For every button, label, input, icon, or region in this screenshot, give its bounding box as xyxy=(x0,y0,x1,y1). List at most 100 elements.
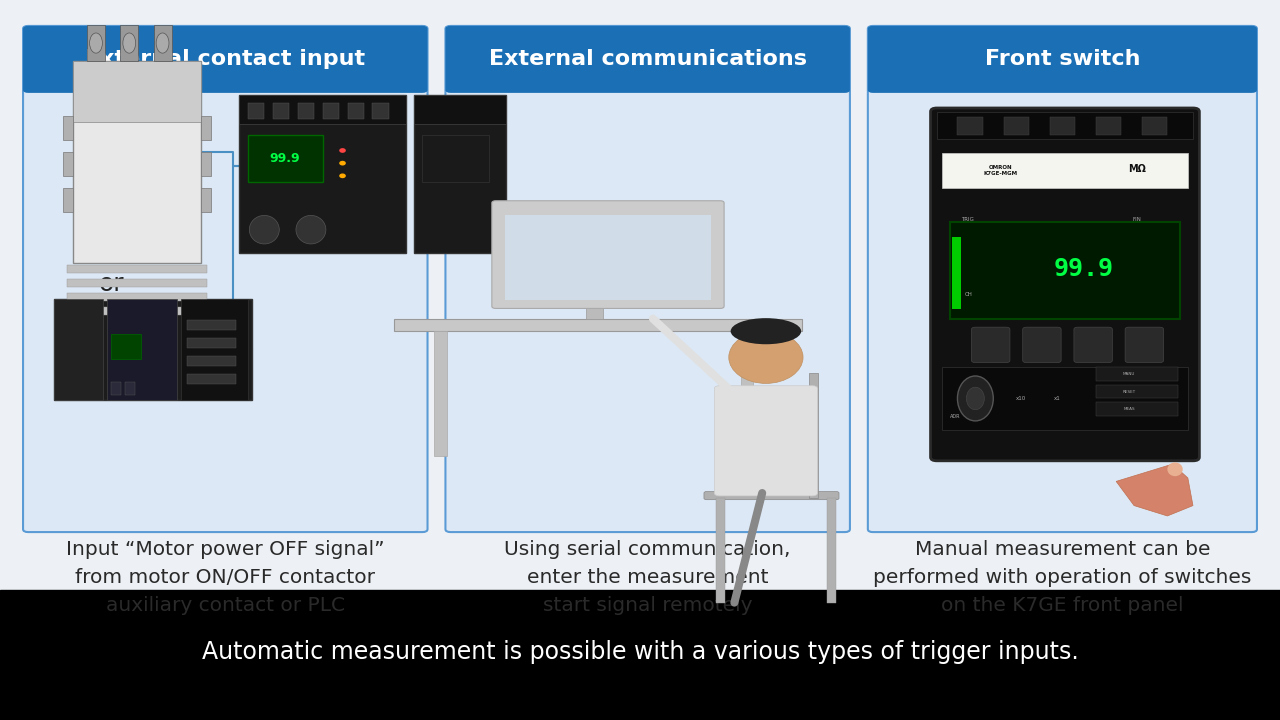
Text: Front switch: Front switch xyxy=(984,50,1140,69)
Text: MEAS: MEAS xyxy=(1123,407,1135,411)
Bar xyxy=(415,95,506,124)
FancyBboxPatch shape xyxy=(492,201,724,308)
Ellipse shape xyxy=(339,148,346,153)
Bar xyxy=(248,103,265,119)
Bar xyxy=(950,222,1180,319)
Bar xyxy=(394,319,801,331)
Text: Automatic measurement is possible with a various types of trigger inputs.: Automatic measurement is possible with a… xyxy=(202,639,1078,664)
FancyBboxPatch shape xyxy=(23,26,428,93)
Bar xyxy=(28,29,422,90)
Bar xyxy=(348,103,365,119)
Bar xyxy=(942,153,1188,188)
Bar xyxy=(54,299,104,400)
Bar xyxy=(201,152,211,176)
FancyBboxPatch shape xyxy=(445,26,850,93)
Ellipse shape xyxy=(156,33,169,53)
Bar xyxy=(67,293,207,301)
Bar xyxy=(298,103,315,119)
Text: Input “Motor power OFF signal”
from motor ON/OFF contactor
auxiliary contact or : Input “Motor power OFF signal” from moto… xyxy=(67,540,384,615)
Bar xyxy=(120,25,138,61)
Bar xyxy=(239,95,406,253)
Ellipse shape xyxy=(966,387,984,410)
Bar xyxy=(1096,402,1178,415)
Bar xyxy=(67,265,207,273)
Ellipse shape xyxy=(731,318,801,344)
Bar xyxy=(422,135,489,182)
Text: 99.9: 99.9 xyxy=(1053,256,1114,281)
Ellipse shape xyxy=(339,161,346,166)
Ellipse shape xyxy=(90,33,102,53)
Bar xyxy=(1096,384,1178,398)
FancyBboxPatch shape xyxy=(868,26,1257,532)
Bar xyxy=(63,116,73,140)
Bar xyxy=(187,356,237,366)
Bar xyxy=(451,29,845,90)
Text: External contact input: External contact input xyxy=(86,50,365,69)
Bar xyxy=(585,306,603,319)
Bar xyxy=(1142,117,1167,135)
Bar xyxy=(952,237,961,310)
Text: TRIG: TRIG xyxy=(961,217,974,222)
Text: OMRON
K7GE-MGM: OMRON K7GE-MGM xyxy=(984,165,1018,176)
Ellipse shape xyxy=(250,215,279,244)
Text: x10: x10 xyxy=(1016,396,1027,401)
Bar xyxy=(187,374,237,384)
Ellipse shape xyxy=(957,376,993,421)
Ellipse shape xyxy=(123,33,136,53)
Bar xyxy=(54,299,252,400)
Text: 99.9: 99.9 xyxy=(270,152,301,165)
Text: External communications: External communications xyxy=(489,50,806,69)
FancyBboxPatch shape xyxy=(1074,327,1112,363)
Bar xyxy=(323,103,339,119)
Ellipse shape xyxy=(728,331,803,383)
Bar xyxy=(73,61,201,122)
Bar xyxy=(73,61,201,263)
Ellipse shape xyxy=(1167,462,1183,476)
Bar xyxy=(809,373,818,498)
Bar xyxy=(239,95,406,124)
Bar xyxy=(187,320,237,330)
Bar xyxy=(415,95,506,253)
Text: Manual measurement can be
performed with operation of switches
on the K7GE front: Manual measurement can be performed with… xyxy=(873,540,1252,615)
Text: x1: x1 xyxy=(1053,396,1061,401)
Bar xyxy=(0,590,1280,720)
FancyBboxPatch shape xyxy=(445,26,850,532)
FancyBboxPatch shape xyxy=(1023,327,1061,363)
Bar xyxy=(201,188,211,212)
Bar xyxy=(273,103,289,119)
FancyBboxPatch shape xyxy=(1125,327,1164,363)
Text: RESET: RESET xyxy=(1123,390,1135,394)
Bar xyxy=(180,299,248,400)
Bar xyxy=(942,367,1188,430)
Bar xyxy=(741,331,753,456)
FancyBboxPatch shape xyxy=(714,386,818,496)
Bar xyxy=(201,116,211,140)
Bar xyxy=(372,103,389,119)
Text: MANU: MANU xyxy=(1123,372,1135,377)
FancyBboxPatch shape xyxy=(704,492,838,500)
Bar xyxy=(1096,117,1121,135)
Bar xyxy=(187,338,237,348)
Bar xyxy=(108,299,177,400)
FancyBboxPatch shape xyxy=(23,26,428,532)
Bar xyxy=(957,117,983,135)
Bar xyxy=(1096,367,1178,381)
Text: FIN: FIN xyxy=(1133,217,1140,222)
Bar xyxy=(873,29,1252,90)
FancyBboxPatch shape xyxy=(972,327,1010,363)
Bar xyxy=(111,334,141,359)
Bar xyxy=(87,25,105,61)
Bar xyxy=(716,498,724,603)
Bar xyxy=(827,498,836,603)
Text: MΩ: MΩ xyxy=(1128,163,1146,174)
Bar xyxy=(1004,117,1029,135)
Text: or: or xyxy=(99,272,124,297)
Text: CH: CH xyxy=(964,292,972,297)
Bar xyxy=(248,135,323,182)
Bar xyxy=(125,382,136,395)
Bar xyxy=(434,331,447,456)
Bar xyxy=(67,307,207,315)
Bar xyxy=(504,215,712,300)
Bar xyxy=(63,152,73,176)
Bar xyxy=(937,112,1193,139)
